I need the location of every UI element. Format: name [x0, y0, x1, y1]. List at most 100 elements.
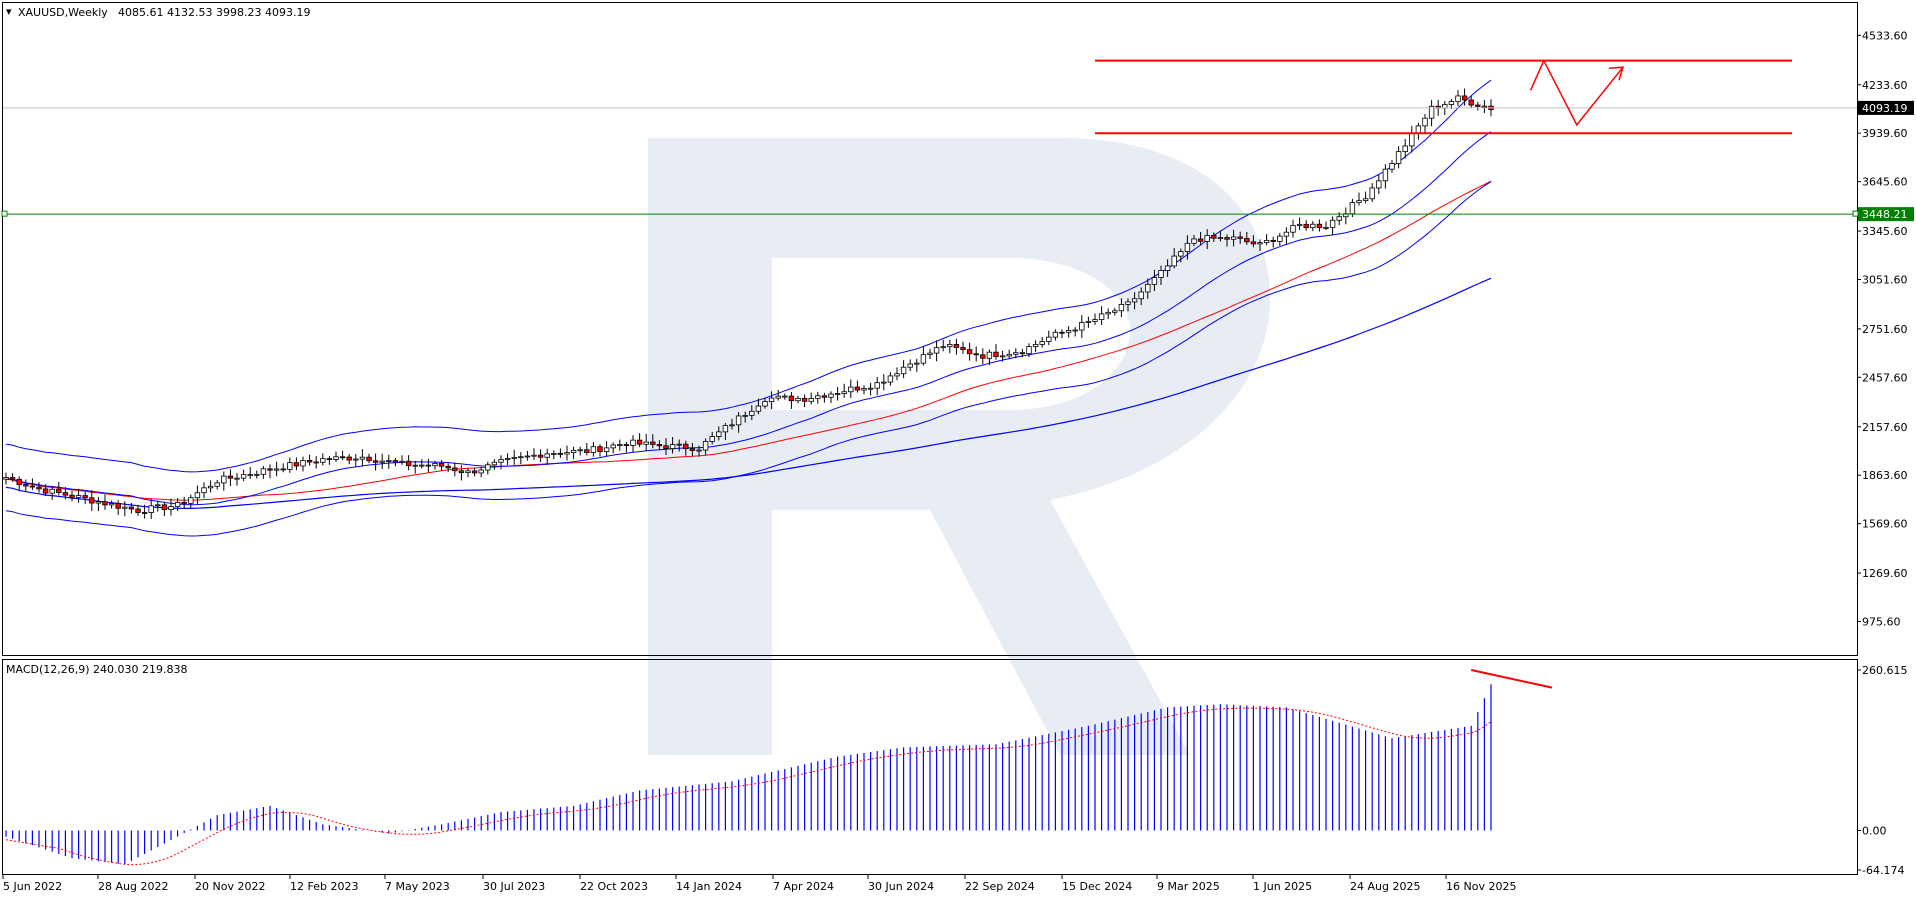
symbol-dropdown-icon[interactable]: ▾ — [6, 5, 12, 18]
y-tick-label: 1863.60 — [1862, 469, 1908, 482]
candle — [1204, 229, 1210, 250]
candle-body-up — [95, 501, 102, 504]
candle-body-up — [75, 495, 82, 498]
candle-body-down — [161, 504, 168, 510]
candle — [597, 444, 603, 457]
candle-body-up — [1098, 313, 1105, 320]
candle-body-down — [141, 512, 148, 514]
candle — [907, 359, 913, 372]
candle — [491, 459, 498, 470]
candle — [735, 412, 742, 433]
candle — [333, 451, 339, 463]
candle — [287, 457, 293, 473]
candle — [683, 440, 689, 456]
candle — [590, 441, 597, 457]
candle — [386, 454, 392, 469]
candle-body-up — [518, 456, 524, 459]
candle — [821, 392, 828, 403]
candle — [504, 453, 511, 465]
candle-body-down — [9, 477, 16, 480]
candle — [1230, 229, 1237, 247]
candle-body-up — [914, 362, 920, 365]
candle-body-down — [953, 344, 960, 348]
candle — [1105, 308, 1111, 320]
candle-body-up — [3, 477, 9, 480]
candle — [1455, 90, 1461, 106]
macd-divergence-line — [1470, 669, 1553, 689]
candle — [782, 393, 788, 400]
candle-body-up — [564, 452, 570, 455]
candle-body-down — [1270, 239, 1276, 242]
candle — [742, 411, 748, 423]
candle-body-up — [254, 473, 260, 476]
x-tick-label: 1 Jun 2025 — [1253, 880, 1312, 893]
current-price-tag: 4093.19 — [1862, 102, 1908, 115]
candle — [181, 496, 187, 510]
candle-body-up — [1310, 223, 1316, 229]
candle — [465, 467, 471, 478]
candle-body-up — [1065, 330, 1072, 333]
candle-body-up — [1151, 277, 1158, 285]
candle — [1263, 234, 1270, 246]
candle — [1422, 114, 1428, 134]
candle — [254, 470, 260, 479]
support-level-tag-bg — [1858, 207, 1914, 222]
candle-body-up — [504, 457, 511, 460]
candle — [953, 338, 960, 355]
candle — [234, 473, 240, 486]
candle-body-up — [768, 397, 775, 402]
candle-body-up — [940, 346, 946, 349]
candle — [834, 386, 841, 401]
candle-body-up — [1376, 180, 1382, 189]
candle — [1191, 234, 1197, 247]
candle-body-down — [656, 444, 663, 447]
candle-body-up — [122, 506, 128, 509]
candle-body-up — [1263, 239, 1270, 244]
candle — [1376, 174, 1382, 195]
candle-body-up — [1046, 336, 1052, 342]
candle — [188, 494, 194, 509]
candle — [788, 391, 795, 409]
candle-body-up — [577, 449, 583, 452]
candle — [1079, 315, 1085, 338]
candle-body-up — [1191, 238, 1197, 244]
candle-body-up — [1448, 101, 1455, 105]
candle — [933, 340, 940, 362]
candle — [379, 453, 385, 470]
candle — [1026, 343, 1032, 358]
candle — [1112, 307, 1118, 316]
candle — [452, 462, 458, 477]
candle — [861, 385, 867, 395]
candle — [1303, 220, 1309, 231]
candle-body-down — [425, 464, 432, 467]
candle-body-down — [23, 484, 29, 487]
candle-body-up — [1362, 198, 1369, 201]
candle — [313, 456, 319, 469]
bollinger-mid-line — [5, 131, 1492, 506]
candle — [273, 461, 280, 477]
candle-body-up — [359, 456, 366, 460]
candle — [696, 445, 702, 457]
x-tick-label: 7 May 2023 — [385, 880, 450, 893]
candle-body-up — [465, 470, 471, 473]
support-level-tag: 3448.21 — [1862, 208, 1908, 221]
candle-body-up — [273, 468, 280, 471]
candle-body-down — [135, 508, 141, 513]
candle — [1448, 98, 1455, 109]
candle-body-down — [326, 458, 333, 461]
candle-body-down — [1303, 223, 1309, 229]
candle-body-down — [306, 460, 313, 463]
candle — [89, 490, 95, 512]
candle — [372, 453, 379, 471]
candle — [1362, 191, 1369, 204]
candle — [412, 461, 418, 474]
candle-body-up — [221, 475, 227, 484]
candle-body-up — [379, 460, 385, 463]
candle-body-up — [1072, 329, 1078, 332]
candle — [1098, 306, 1105, 326]
macd-y-tick-label: 0.00 — [1862, 824, 1887, 837]
candle-body-up — [168, 506, 174, 510]
candle — [1065, 326, 1072, 338]
candle-body-up — [1178, 251, 1184, 257]
candle-body-up — [669, 444, 676, 449]
